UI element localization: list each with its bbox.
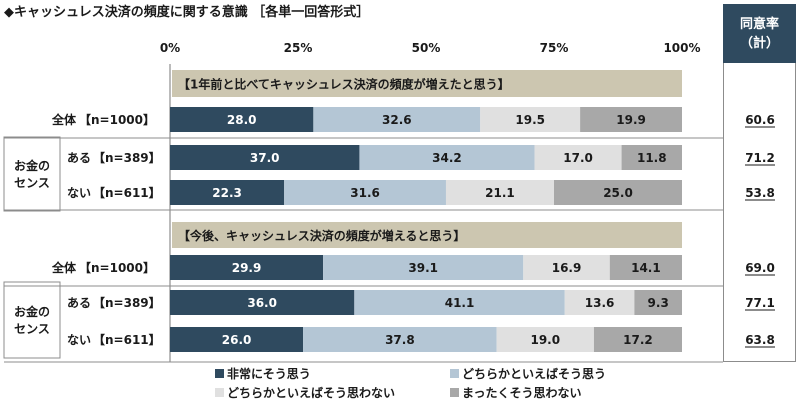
- bar-value-label: 11.8: [637, 151, 667, 165]
- row-sample-size: 【n=611】: [93, 185, 161, 200]
- legend-swatch: [450, 388, 459, 397]
- row-sublabel: 全体: [51, 260, 77, 275]
- bar-value-label: 31.6: [350, 186, 380, 200]
- agree-rate-header: 同意率 （計）: [723, 4, 796, 63]
- bar-segment: [170, 107, 314, 132]
- legend-label: まったくそう思わない: [462, 386, 582, 400]
- row-sample-size: 【n=611】: [93, 332, 161, 347]
- legend-swatch: [215, 388, 224, 397]
- section-header-band: [172, 70, 682, 97]
- agree-rate-value: 77.1: [745, 296, 775, 310]
- bar-value-label: 41.1: [445, 296, 475, 310]
- agree-rate-value: 63.8: [745, 333, 775, 347]
- bar-value-label: 25.0: [603, 186, 633, 200]
- legend-label: どちらかといえばそう思わない: [227, 385, 395, 400]
- bar-value-label: 19.5: [515, 113, 545, 127]
- bar-value-label: 32.6: [382, 113, 412, 127]
- bar-value-label: 34.2: [432, 151, 462, 165]
- bar-value-label: 17.2: [623, 333, 653, 347]
- bar-value-label: 14.1: [631, 261, 661, 275]
- bar-value-label: 36.0: [247, 296, 277, 310]
- bar-segment: [534, 145, 622, 170]
- agree-rate-column: [723, 63, 796, 362]
- row-sublabel: 全体: [51, 112, 77, 127]
- row-sublabel: ある: [67, 151, 91, 165]
- row-sample-size: 【n=1000】: [79, 260, 155, 275]
- x-tick-label: 50%: [412, 41, 441, 55]
- bar-value-label: 9.3: [648, 296, 669, 310]
- bar-segment: [496, 327, 594, 352]
- bar-value-label: 29.9: [232, 261, 262, 275]
- row-sublabel: ない: [67, 333, 91, 347]
- row-sample-size: 【n=389】: [93, 150, 161, 165]
- bar-segment: [359, 145, 535, 170]
- agree-rate-value: 53.8: [745, 186, 775, 200]
- bar-segment: [323, 255, 524, 280]
- bar-segment: [621, 145, 682, 170]
- legend-label: どちらかといえばそう思う: [462, 366, 606, 381]
- bar-value-label: 17.0: [563, 151, 593, 165]
- bar-segment: [445, 180, 554, 205]
- agree-rate-value: 71.2: [745, 151, 775, 165]
- bar-segment: [170, 327, 304, 352]
- section-header-label: 【今後、キャッシュレス決済の頻度が増えると思う】: [178, 228, 465, 243]
- bar-segment: [170, 180, 285, 205]
- legend-swatch: [450, 369, 459, 378]
- bar-segment: [480, 107, 581, 132]
- group-label-box: [3, 136, 61, 212]
- agree-rate-header-line1: 同意率: [739, 16, 779, 32]
- bar-segment: [580, 107, 682, 132]
- group-label-line1: お金の: [14, 158, 50, 173]
- bar-segment: [354, 290, 565, 315]
- bar-value-label: 13.6: [585, 296, 615, 310]
- bar-segment: [284, 180, 446, 205]
- bar-value-label: 16.9: [552, 261, 582, 275]
- bar-segment: [523, 255, 610, 280]
- bar-segment: [170, 255, 324, 280]
- section-header-band: [172, 222, 682, 248]
- section-header-label: 【1年前と比べてキャッシュレス決済の頻度が増えたと思う】: [178, 77, 510, 92]
- group-label-line2: センス: [14, 322, 50, 336]
- agree-rate-header-line2: （計）: [739, 35, 779, 51]
- bar-segment: [634, 290, 682, 315]
- bar-value-label: 19.9: [616, 113, 646, 127]
- bar-segment: [313, 107, 481, 132]
- bar-segment: [564, 290, 635, 315]
- bar-segment: [303, 327, 497, 352]
- bar-value-label: 19.0: [530, 333, 560, 347]
- bar-segment: [554, 180, 682, 205]
- row-sample-size: 【n=389】: [93, 295, 161, 310]
- row-sublabel: ない: [67, 186, 91, 200]
- bar-segment: [593, 327, 682, 352]
- bar-value-label: 37.8: [385, 333, 415, 347]
- bar-segment: [609, 255, 682, 280]
- bar-value-label: 26.0: [222, 333, 252, 347]
- legend-swatch: [215, 369, 224, 378]
- bar-value-label: 22.3: [212, 186, 242, 200]
- bar-value-label: 21.1: [485, 186, 515, 200]
- x-tick-label: 25%: [284, 41, 313, 55]
- group-label-line2: センス: [14, 176, 50, 190]
- group-label-box: [3, 281, 61, 359]
- agree-rate-value: 60.6: [745, 113, 775, 127]
- bar-value-label: 28.0: [227, 113, 257, 127]
- group-label-line1: お金の: [14, 304, 50, 319]
- chart-title: ◆キャッシュレス決済の頻度に関する意識 ［各単一回答形式］: [4, 5, 370, 20]
- x-tick-label: 0%: [160, 41, 180, 55]
- bar-value-label: 37.0: [250, 151, 280, 165]
- row-sample-size: 【n=1000】: [79, 112, 155, 127]
- bar-value-label: 39.1: [408, 261, 438, 275]
- x-tick-label: 100%: [663, 41, 700, 55]
- bar-segment: [170, 145, 360, 170]
- legend-label: 非常にそう思う: [227, 366, 311, 381]
- row-sublabel: ある: [67, 296, 91, 310]
- agree-rate-value: 69.0: [745, 261, 775, 275]
- bar-segment: [170, 290, 355, 315]
- x-tick-label: 75%: [540, 41, 569, 55]
